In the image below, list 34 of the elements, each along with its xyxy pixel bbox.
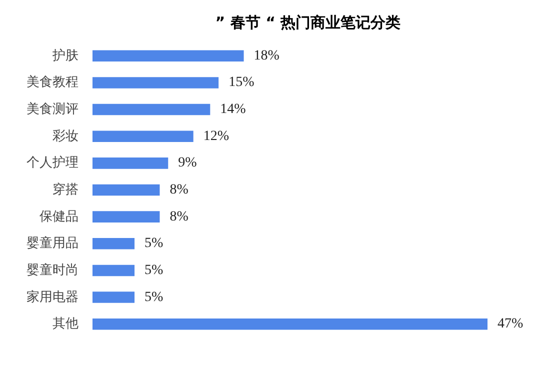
y-tick-label: 彩妆 bbox=[52, 128, 78, 144]
data-label: 5% bbox=[144, 290, 164, 305]
y-tick-label: 穿搭 bbox=[52, 182, 78, 198]
data-label: 9% bbox=[178, 156, 198, 171]
data-label: 8% bbox=[170, 209, 189, 224]
y-tick-label: 个人护理 bbox=[26, 156, 78, 171]
y-tick-label: 护肤 bbox=[52, 48, 78, 64]
y-tick-label: 美食测评 bbox=[26, 101, 78, 118]
data-label: 5% bbox=[144, 262, 164, 278]
y-tick-label: 家用电器 bbox=[26, 288, 78, 305]
y-tick-label: 婴童时尚 bbox=[26, 262, 78, 278]
data-label: 47% bbox=[498, 316, 524, 332]
bar bbox=[92, 318, 488, 330]
data-label: 18% bbox=[254, 48, 280, 64]
bar bbox=[92, 264, 135, 276]
bar bbox=[92, 292, 135, 303]
bar bbox=[92, 238, 135, 250]
bar bbox=[92, 184, 160, 196]
data-label: 5% bbox=[144, 236, 164, 252]
bar bbox=[92, 50, 244, 62]
bar bbox=[92, 211, 160, 222]
bar bbox=[92, 104, 210, 116]
data-label: 15% bbox=[228, 75, 255, 90]
chart-title: ” 春节 “ 热门商业笔记分类 bbox=[215, 14, 401, 32]
y-tick-label: 美食教程 bbox=[26, 74, 78, 90]
data-label: 14% bbox=[220, 102, 246, 118]
bar bbox=[92, 130, 194, 142]
y-tick-label: 婴童用品 bbox=[26, 235, 78, 252]
bar bbox=[92, 77, 219, 88]
y-tick-label: 保健品 bbox=[40, 209, 78, 224]
bar bbox=[92, 158, 168, 169]
data-label: 12% bbox=[203, 128, 230, 144]
data-label: 8% bbox=[170, 182, 189, 198]
y-tick-label: 其他 bbox=[52, 316, 78, 332]
